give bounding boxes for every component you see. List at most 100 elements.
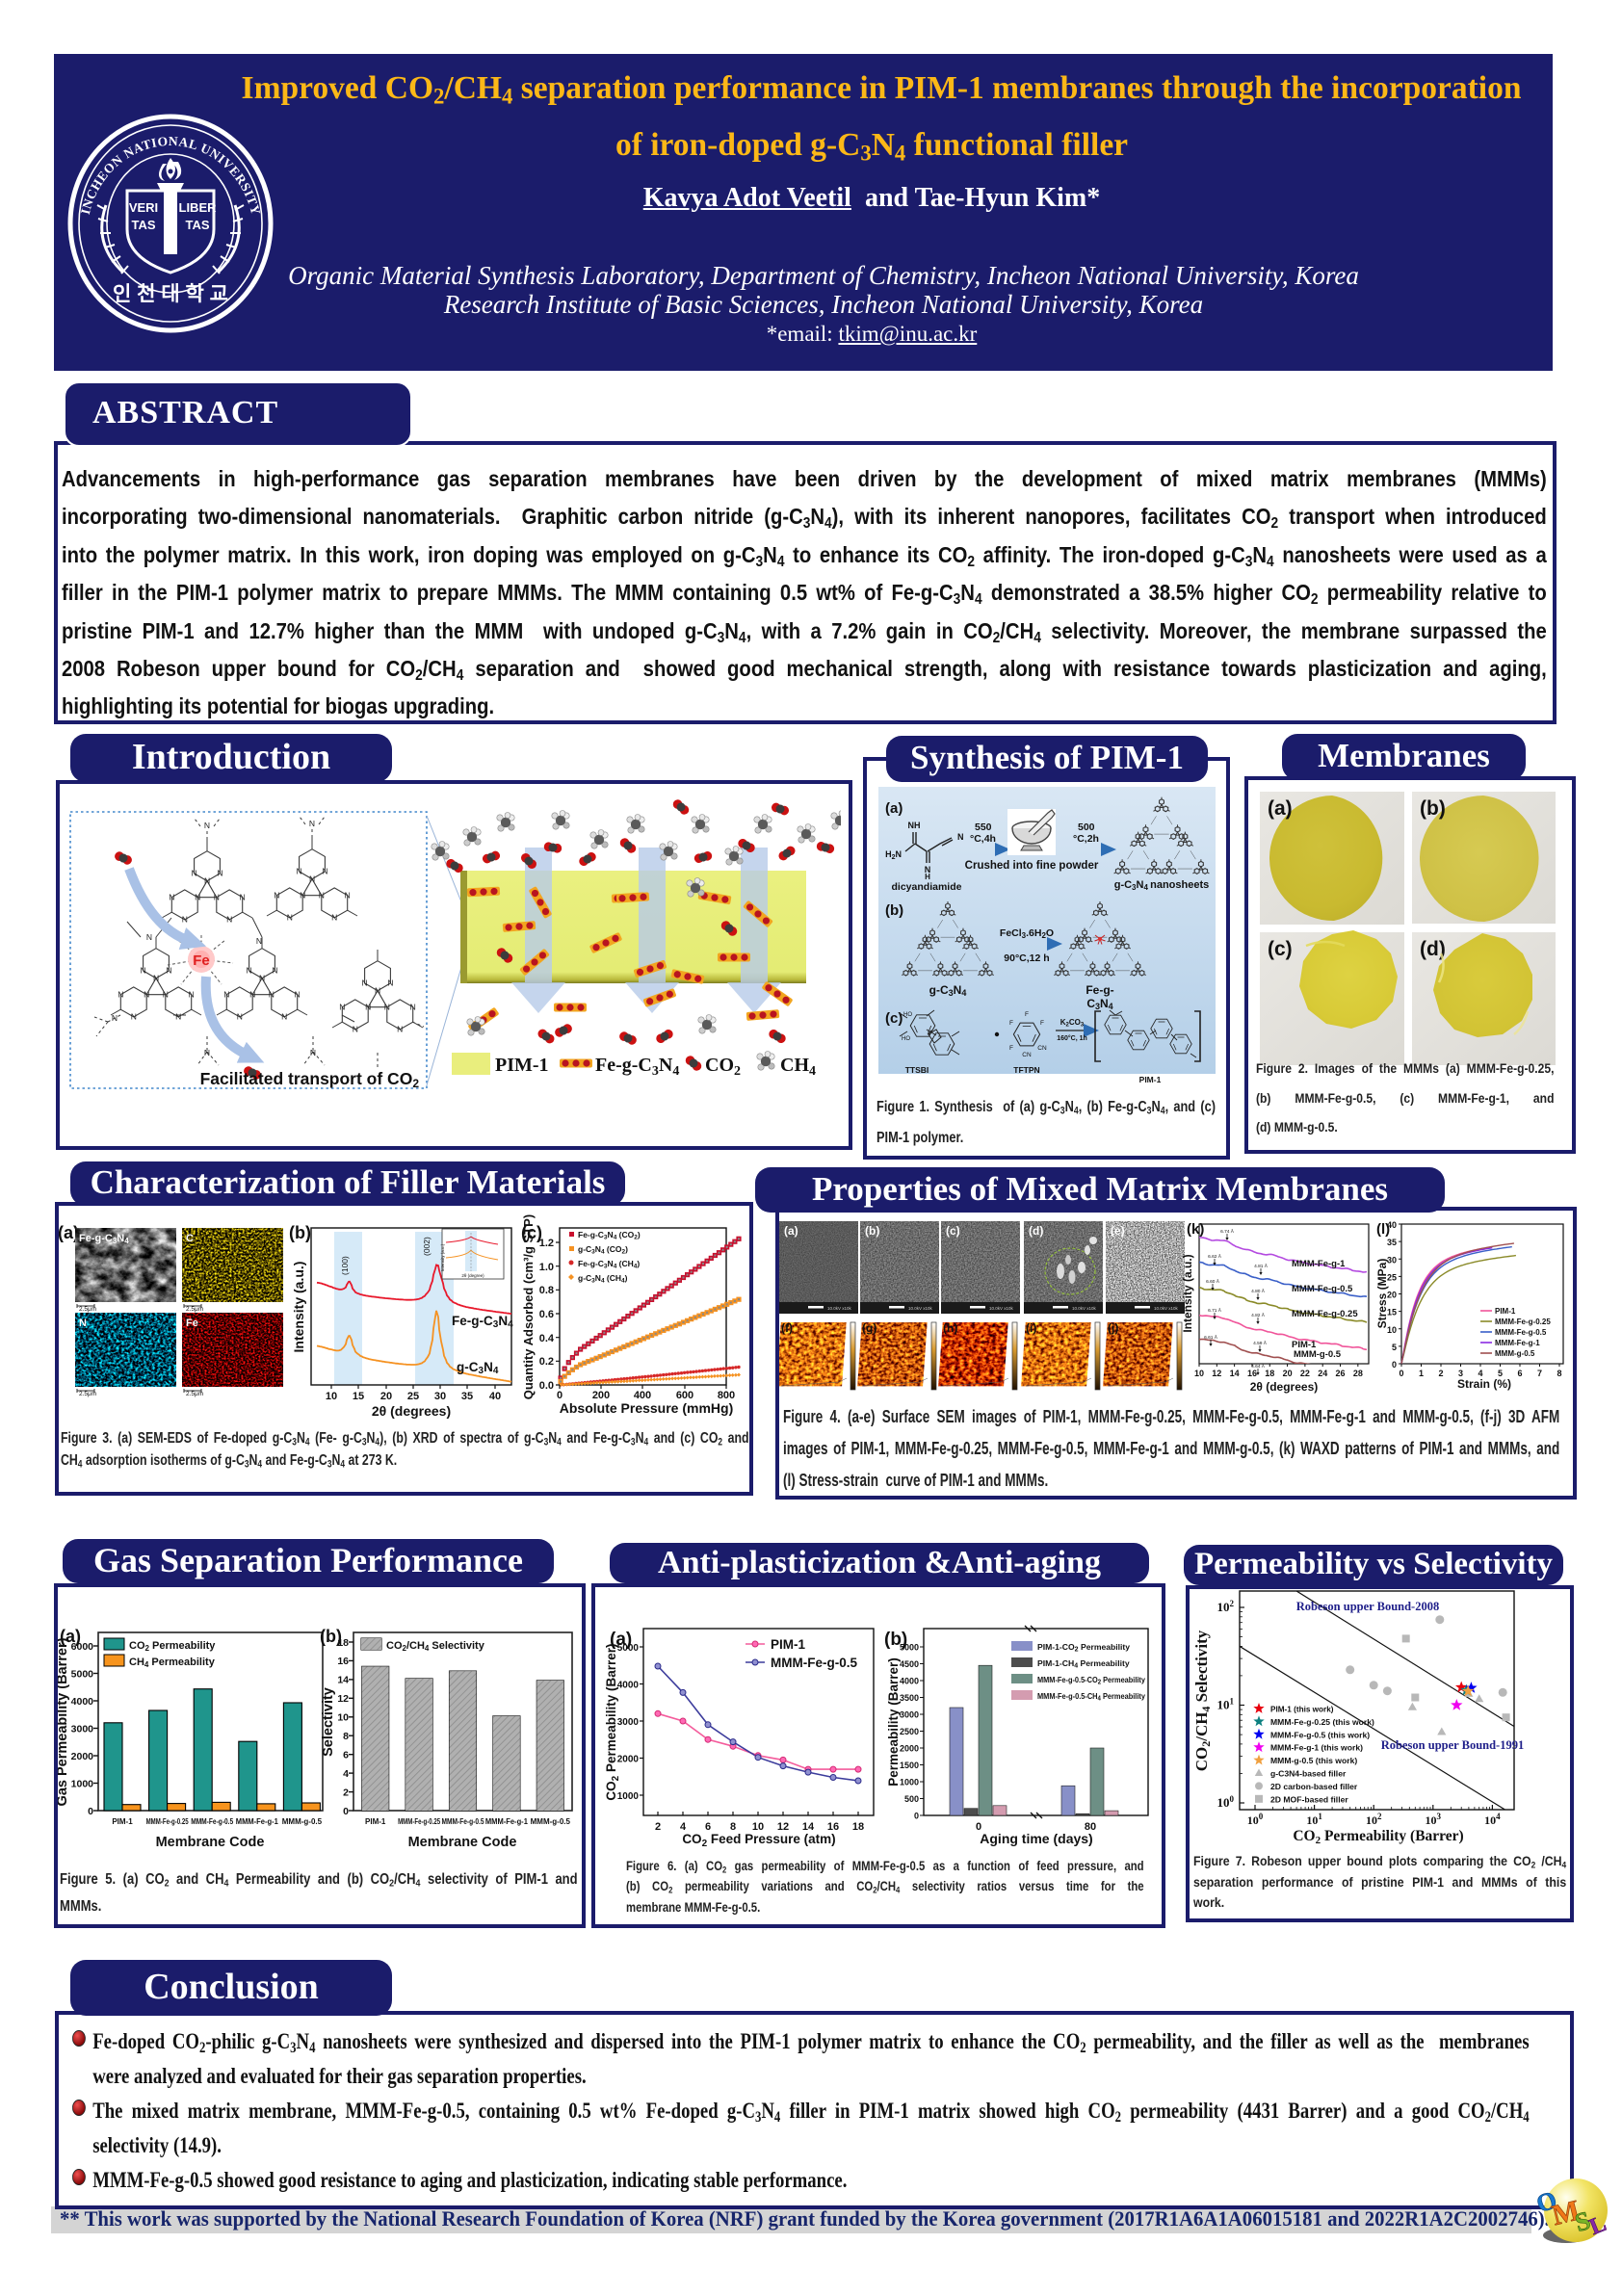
svg-text:4.59 Å: 4.59 Å <box>1253 1340 1268 1346</box>
svg-text:(b): (b) <box>1420 797 1446 820</box>
svg-text:Intensity (a.u.): Intensity (a.u.) <box>1181 1254 1194 1332</box>
svg-text:g-C3N4-based filler: g-C3N4-based filler <box>1270 1769 1347 1779</box>
svg-text:F: F <box>1040 1020 1044 1027</box>
svg-text:MMM-Fe-g-0.25: MMM-Fe-g-0.25 <box>1292 1309 1358 1319</box>
svg-text:CH4: CH4 <box>780 1055 816 1079</box>
svg-text:20: 20 <box>1283 1369 1293 1378</box>
svg-text:4.81 Å: 4.81 Å <box>1254 1263 1269 1269</box>
svg-text:4000: 4000 <box>617 1681 640 1691</box>
svg-text:°C,2h: °C,2h <box>1073 833 1099 845</box>
svg-text:30: 30 <box>434 1391 446 1402</box>
svg-text:2.5μm: 2.5μm <box>186 1391 203 1397</box>
svg-text:(a): (a) <box>885 800 903 817</box>
svg-text:MMM-Fe-g-1 (this work): MMM-Fe-g-1 (this work) <box>1270 1743 1363 1753</box>
svg-text:Quantity Adsorbed (cm³/g STP): Quantity Adsorbed (cm³/g STP) <box>521 1214 536 1399</box>
svg-text:N: N <box>925 865 931 874</box>
svg-text:2000: 2000 <box>617 1755 640 1765</box>
svg-text:(b): (b) <box>885 902 903 919</box>
svg-text:25: 25 <box>1387 1272 1397 1282</box>
svg-text:H2N: H2N <box>885 849 902 861</box>
svg-text:16: 16 <box>1247 1369 1257 1378</box>
svg-text:Intensity (a.u.): Intensity (a.u.) <box>291 1262 306 1353</box>
svg-text:1: 1 <box>1419 1369 1424 1378</box>
svg-text:MMM-g-0.5 (this work): MMM-g-0.5 (this work) <box>1270 1756 1357 1765</box>
svg-text:(a): (a) <box>784 1224 798 1238</box>
svg-text:10: 10 <box>326 1391 337 1402</box>
svg-text:C3N4: C3N4 <box>1086 997 1112 1011</box>
svg-text:0.0: 0.0 <box>539 1380 554 1392</box>
svg-text:4: 4 <box>680 1821 687 1833</box>
svg-text:MMM-Fe-g-1: MMM-Fe-g-1 <box>1495 1339 1540 1347</box>
svg-text:(f): (f) <box>781 1321 793 1335</box>
svg-text:4: 4 <box>343 1768 349 1780</box>
svg-text:g-C3N4: g-C3N4 <box>929 983 967 998</box>
svg-text:Facilitated transport of CO2: Facilitated transport of CO2 <box>200 1069 420 1090</box>
svg-text:4: 4 <box>1478 1369 1482 1378</box>
svg-text:g-C3N4: g-C3N4 <box>457 1360 499 1376</box>
svg-text:Aging time (days): Aging time (days) <box>980 1831 1092 1846</box>
svg-text:CO2 Permeability: CO2 Permeability <box>129 1640 216 1653</box>
svg-text:10.0kV x10k: 10.0kV x10k <box>1072 1306 1097 1311</box>
svg-text:(c): (c) <box>1268 938 1293 960</box>
svg-text:101: 101 <box>1306 1812 1322 1827</box>
svg-text:(k): (k) <box>1187 1221 1204 1238</box>
svg-text:N: N <box>310 1048 316 1057</box>
svg-text:MMM-Fe-g-0.5-CH4 Permeability: MMM-Fe-g-0.5-CH4 Permeability <box>1037 1691 1145 1703</box>
svg-text:H: H <box>925 873 930 881</box>
svg-text:PIM-1-CO2 Permeability: PIM-1-CO2 Permeability <box>1037 1642 1130 1654</box>
svg-text:NH: NH <box>908 821 921 830</box>
svg-text:160°C, 1h: 160°C, 1h <box>1057 1034 1087 1042</box>
svg-text:HO: HO <box>902 1036 910 1042</box>
svg-text:5: 5 <box>1498 1369 1503 1378</box>
svg-text:MMM-Fe-g-0.5 (this work): MMM-Fe-g-0.5 (this work) <box>1270 1730 1370 1739</box>
svg-text:5000: 5000 <box>617 1643 640 1654</box>
svg-text:25: 25 <box>407 1391 419 1402</box>
svg-text:100: 100 <box>1217 1794 1235 1810</box>
svg-text:8: 8 <box>1557 1369 1561 1378</box>
svg-text:(002): (002) <box>422 1237 432 1256</box>
svg-text:2D MOF-based filler: 2D MOF-based filler <box>1270 1794 1348 1804</box>
svg-text:(a): (a) <box>1268 797 1293 820</box>
svg-text:MMM-Fe-g-0.25: MMM-Fe-g-0.25 <box>146 1817 189 1826</box>
svg-text:Fe-g-: Fe-g- <box>1086 983 1113 997</box>
svg-text:500: 500 <box>1078 822 1095 833</box>
svg-text:1.0: 1.0 <box>539 1262 554 1273</box>
svg-text:103: 103 <box>1426 1812 1442 1827</box>
svg-text:(d): (d) <box>1420 938 1446 960</box>
svg-text:(h): (h) <box>943 1321 957 1335</box>
svg-text:Fe-g-C3N4 (CO2): Fe-g-C3N4 (CO2) <box>578 1230 641 1241</box>
svg-text:Crushed into fine powder: Crushed into fine powder <box>965 860 1099 872</box>
svg-text:40: 40 <box>1387 1220 1397 1230</box>
svg-text:4.64 Å: 4.64 Å <box>1251 1363 1266 1370</box>
svg-text:Gas Permeability (Barrer): Gas Permeability (Barrer) <box>58 1637 70 1806</box>
svg-text:(a): (a) <box>59 1223 79 1242</box>
svg-text:MMM-Fe-g-0.5-CO2 Permeability: MMM-Fe-g-0.5-CO2 Permeability <box>1037 1675 1145 1686</box>
svg-text:CO2 Permeability (Barrer): CO2 Permeability (Barrer) <box>604 1643 621 1800</box>
svg-text:(100): (100) <box>340 1256 350 1275</box>
svg-text:인 천 대 학 교: 인 천 대 학 교 <box>113 283 228 305</box>
svg-text:MMM-Fe-g-0.25: MMM-Fe-g-0.25 <box>398 1817 440 1826</box>
svg-text:4.82 Å: 4.82 Å <box>1251 1312 1266 1318</box>
svg-text:0: 0 <box>1392 1360 1397 1370</box>
svg-text:1000: 1000 <box>71 1778 94 1789</box>
svg-text:30: 30 <box>1387 1255 1397 1265</box>
svg-text:K2CO3: K2CO3 <box>1060 1018 1085 1029</box>
svg-text:500: 500 <box>904 1794 919 1804</box>
svg-text:MMM-g-0.5: MMM-g-0.5 <box>1294 1349 1342 1360</box>
svg-text:15: 15 <box>1387 1308 1397 1318</box>
svg-text:N: N <box>146 932 152 942</box>
svg-text:16: 16 <box>337 1656 349 1667</box>
svg-text:PIM-1: PIM-1 <box>112 1817 133 1826</box>
svg-text:MMM-g-0.5: MMM-g-0.5 <box>282 1817 323 1826</box>
svg-text:0: 0 <box>343 1806 349 1817</box>
svg-text:Fe-g-C3N4: Fe-g-C3N4 <box>452 1314 513 1330</box>
svg-text:Selectivity: Selectivity <box>321 1687 336 1757</box>
svg-text:16: 16 <box>827 1821 839 1833</box>
svg-text:24: 24 <box>1318 1369 1327 1378</box>
svg-text:(b): (b) <box>289 1223 311 1242</box>
svg-text:PIM-1: PIM-1 <box>1139 1075 1162 1084</box>
svg-text:4.80 Å: 4.80 Å <box>1251 1288 1266 1294</box>
svg-text:CO2/CH4 Selectivity: CO2/CH4 Selectivity <box>386 1640 485 1653</box>
svg-text:MMM-Fe-g-0.5: MMM-Fe-g-0.5 <box>1495 1328 1547 1337</box>
svg-text:VERI: VERI <box>129 200 158 215</box>
